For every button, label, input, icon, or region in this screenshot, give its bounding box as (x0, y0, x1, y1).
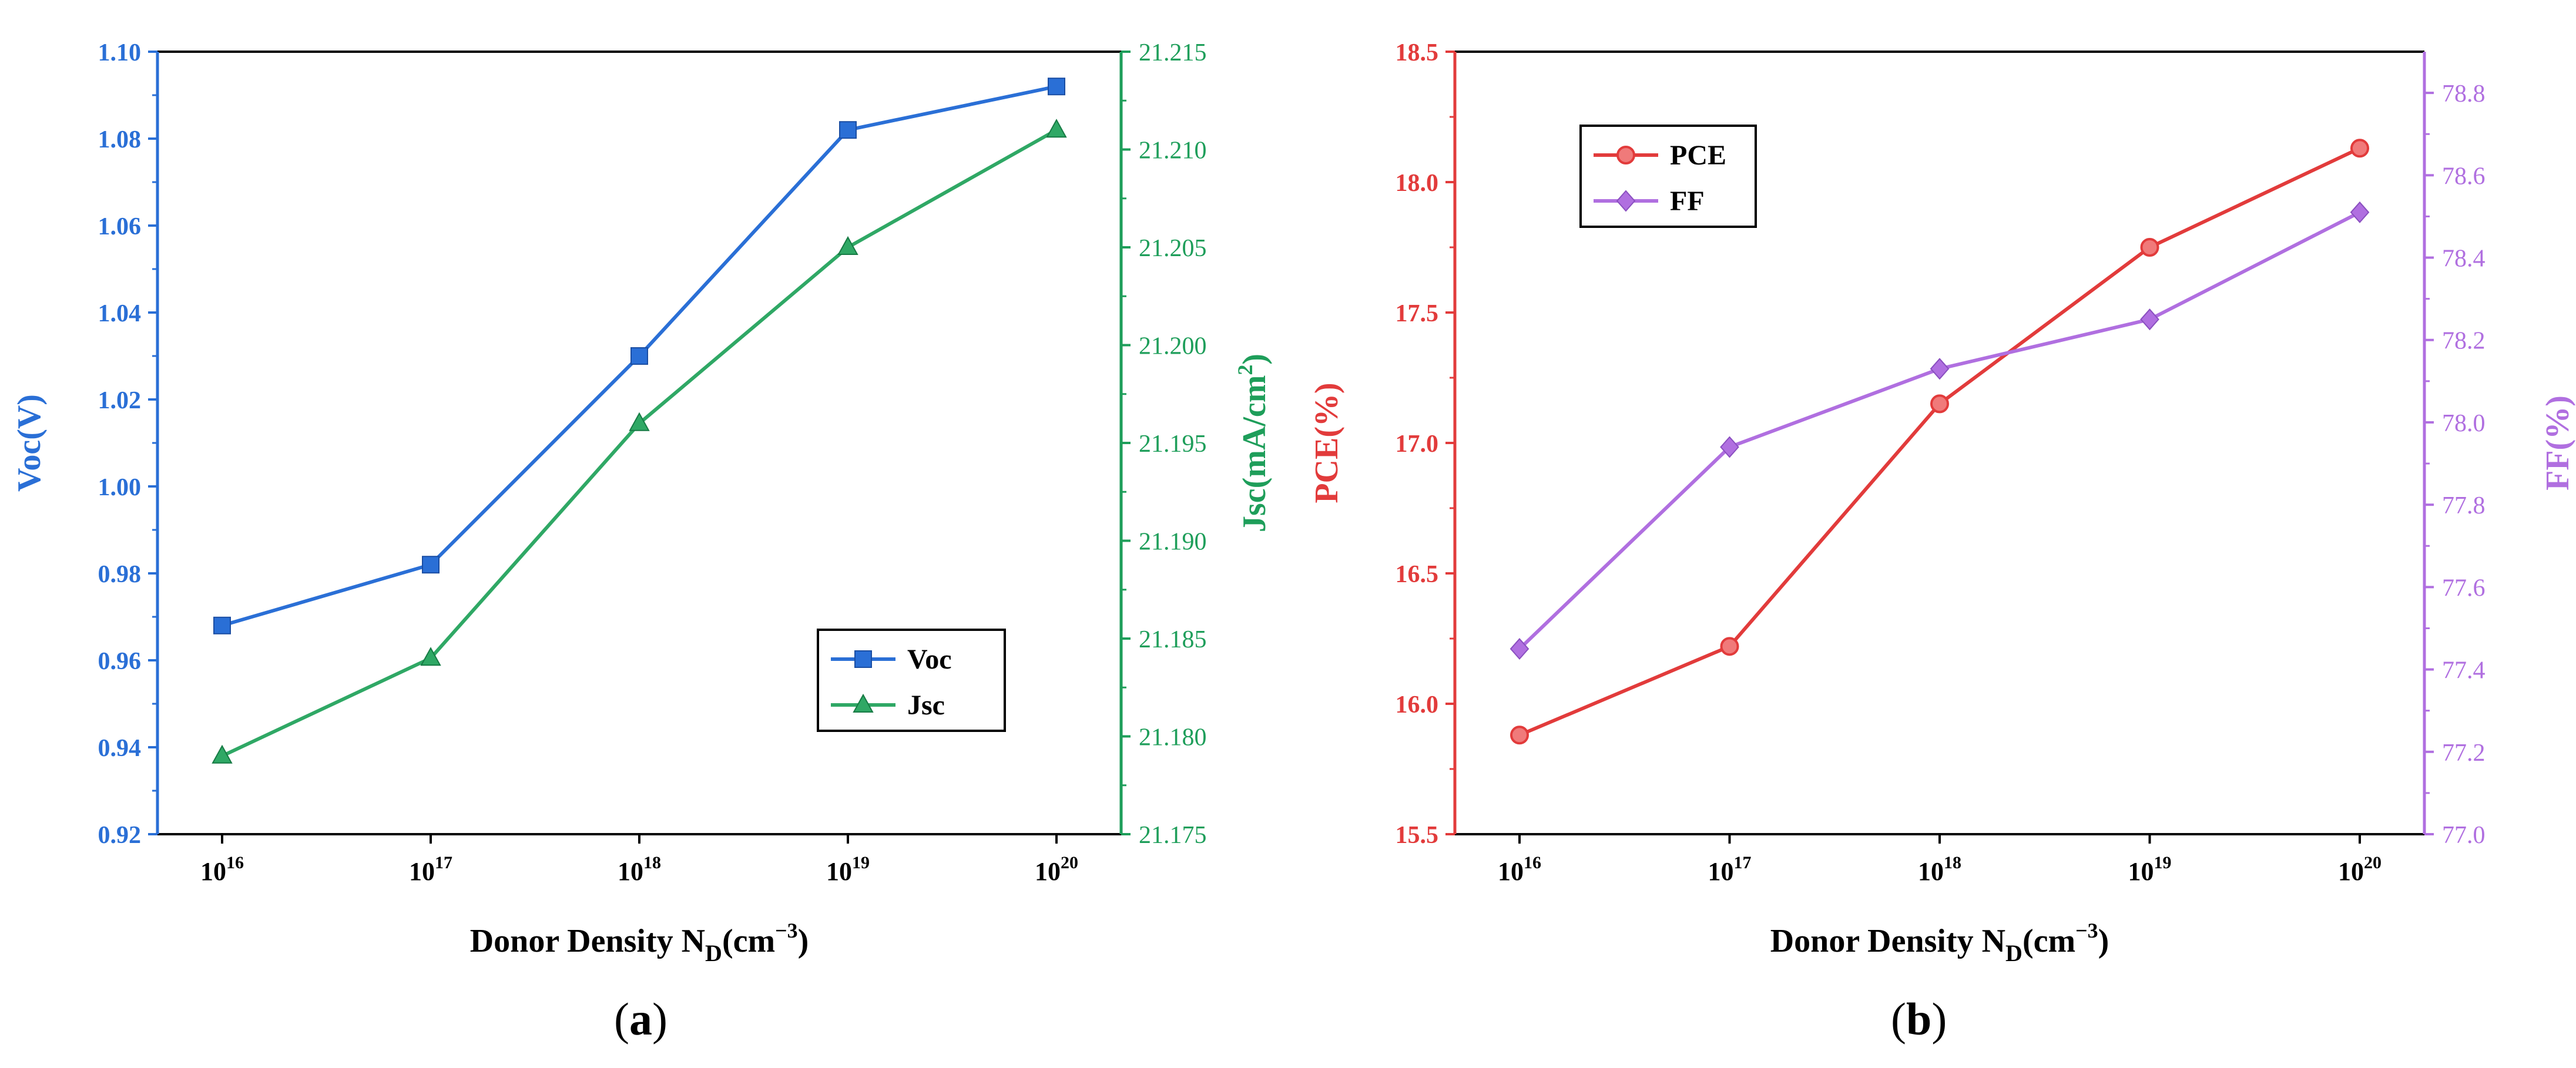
legend-box (1579, 125, 1757, 228)
data-point-voc (422, 556, 440, 574)
legend-label-jsc: Jsc (907, 690, 945, 721)
right-tick-label: 78.2 (2442, 328, 2486, 355)
data-point-voc (839, 121, 857, 139)
right-tick-label: 77.2 (2442, 740, 2486, 767)
x-tick-label: 1019 (826, 853, 870, 886)
legend-label-voc: Voc (907, 644, 952, 675)
right-tick-label: 21.210 (1139, 137, 1207, 164)
x-tick-label: 1017 (409, 853, 452, 886)
x-tick-label: 1016 (1498, 853, 1541, 886)
data-point-ff (2140, 308, 2159, 331)
left-tick-label: 0.94 (98, 735, 142, 762)
right-tick-label: 21.205 (1139, 235, 1207, 262)
x-tick-label: 1020 (1035, 853, 1078, 886)
left-tick-label: 1.10 (98, 39, 142, 66)
legend-marker-jsc (853, 693, 874, 713)
legend-marker-ff (1616, 190, 1636, 212)
legend-marker-voc (854, 650, 872, 668)
x-tick-label: 1019 (2128, 853, 2172, 886)
left-tick-label: 16.0 (1396, 691, 1439, 718)
data-point-jsc (212, 744, 233, 764)
right-tick-label: 77.0 (2442, 822, 2486, 849)
data-point-pce (1720, 637, 1739, 656)
x-axis-title: Donor Density ND(cm−3) (470, 919, 809, 966)
right-tick-label: 78.8 (2442, 80, 2486, 108)
right-tick-label: 78.6 (2442, 163, 2486, 190)
data-point-pce (2350, 139, 2369, 158)
data-point-jsc (1046, 119, 1067, 138)
right-tick-label: 21.195 (1139, 431, 1207, 458)
data-point-ff (1930, 358, 1950, 380)
panel-label-b: (b) (1891, 993, 1947, 1045)
right-tick-label: 21.215 (1139, 39, 1207, 66)
left-tick-label: 15.5 (1396, 822, 1439, 849)
data-point-pce (1510, 726, 1529, 745)
x-axis-title: Donor Density ND(cm−3) (1770, 919, 2109, 966)
panel-label-a: (a) (614, 993, 668, 1045)
right-tick-label: 21.200 (1139, 333, 1207, 360)
right-axis-title: Jsc(mA/cm2) (1233, 354, 1273, 532)
left-tick-label: 16.5 (1396, 561, 1439, 588)
data-point-jsc (837, 236, 858, 255)
left-tick-label: 17.0 (1396, 431, 1439, 458)
right-tick-label: 77.6 (2442, 575, 2486, 602)
right-tick-label: 21.190 (1139, 529, 1207, 556)
data-point-jsc (420, 647, 441, 666)
data-point-voc (1048, 78, 1065, 96)
data-point-pce (1930, 394, 1949, 414)
data-point-pce (2140, 238, 2159, 257)
legend-marker-pce (1616, 146, 1635, 164)
legend-label-pce: PCE (1670, 140, 1726, 171)
data-point-ff (2350, 201, 2370, 223)
right-tick-label: 77.8 (2442, 492, 2486, 519)
left-tick-label: 1.08 (98, 126, 142, 153)
x-tick-label: 1018 (1918, 853, 1961, 886)
data-point-voc (213, 616, 231, 634)
left-tick-label: 17.5 (1396, 300, 1439, 327)
chart-panel-b: 15.5 16.0 16.5 17.0 17.5 18.0 18.5 77.0 77.2 77.4… (1309, 39, 2576, 966)
left-tick-label: 0.96 (98, 648, 142, 675)
left-tick-label: 18.0 (1396, 170, 1439, 197)
legend-box (817, 629, 1006, 732)
left-tick-label: 1.04 (98, 300, 142, 327)
left-tick-label: 0.92 (98, 822, 142, 849)
data-point-ff (1510, 638, 1530, 660)
left-tick-label: 0.98 (98, 561, 142, 588)
data-point-ff (1720, 436, 1739, 458)
series-line-ff (1518, 210, 2361, 650)
left-axis-title: Voc(V) (11, 394, 48, 492)
left-tick-label: 18.5 (1396, 39, 1439, 66)
right-tick-label: 21.185 (1139, 626, 1207, 653)
x-tick-label: 1016 (200, 853, 244, 886)
data-point-jsc (629, 412, 650, 431)
right-tick-label: 21.175 (1139, 822, 1207, 849)
right-axis-title: FF(%) (2540, 395, 2576, 491)
series-line-pce (1518, 146, 2361, 737)
left-axis-title: PCE(%) (1309, 382, 1345, 503)
x-tick-label: 1018 (618, 853, 661, 886)
chart-panel-a: 0.92 0.94 0.96 0.98 1.00 1.02 1.04 1.06 1.08 1.10… (11, 39, 1273, 966)
right-tick-label: 21.180 (1139, 724, 1207, 751)
left-tick-label: 1.06 (98, 213, 142, 240)
x-tick-label: 1020 (2338, 853, 2382, 886)
legend: Voc Jsc (817, 629, 1006, 732)
right-tick-label: 78.4 (2442, 246, 2486, 273)
x-tick-label: 1017 (1708, 853, 1752, 886)
legend: PCE FF (1579, 125, 1757, 228)
data-point-voc (630, 347, 648, 365)
right-tick-label: 77.4 (2442, 657, 2486, 684)
right-tick-label: 78.0 (2442, 410, 2486, 437)
left-tick-label: 1.02 (98, 387, 142, 414)
left-tick-label: 1.00 (98, 474, 142, 501)
legend-label-ff: FF (1670, 186, 1705, 217)
